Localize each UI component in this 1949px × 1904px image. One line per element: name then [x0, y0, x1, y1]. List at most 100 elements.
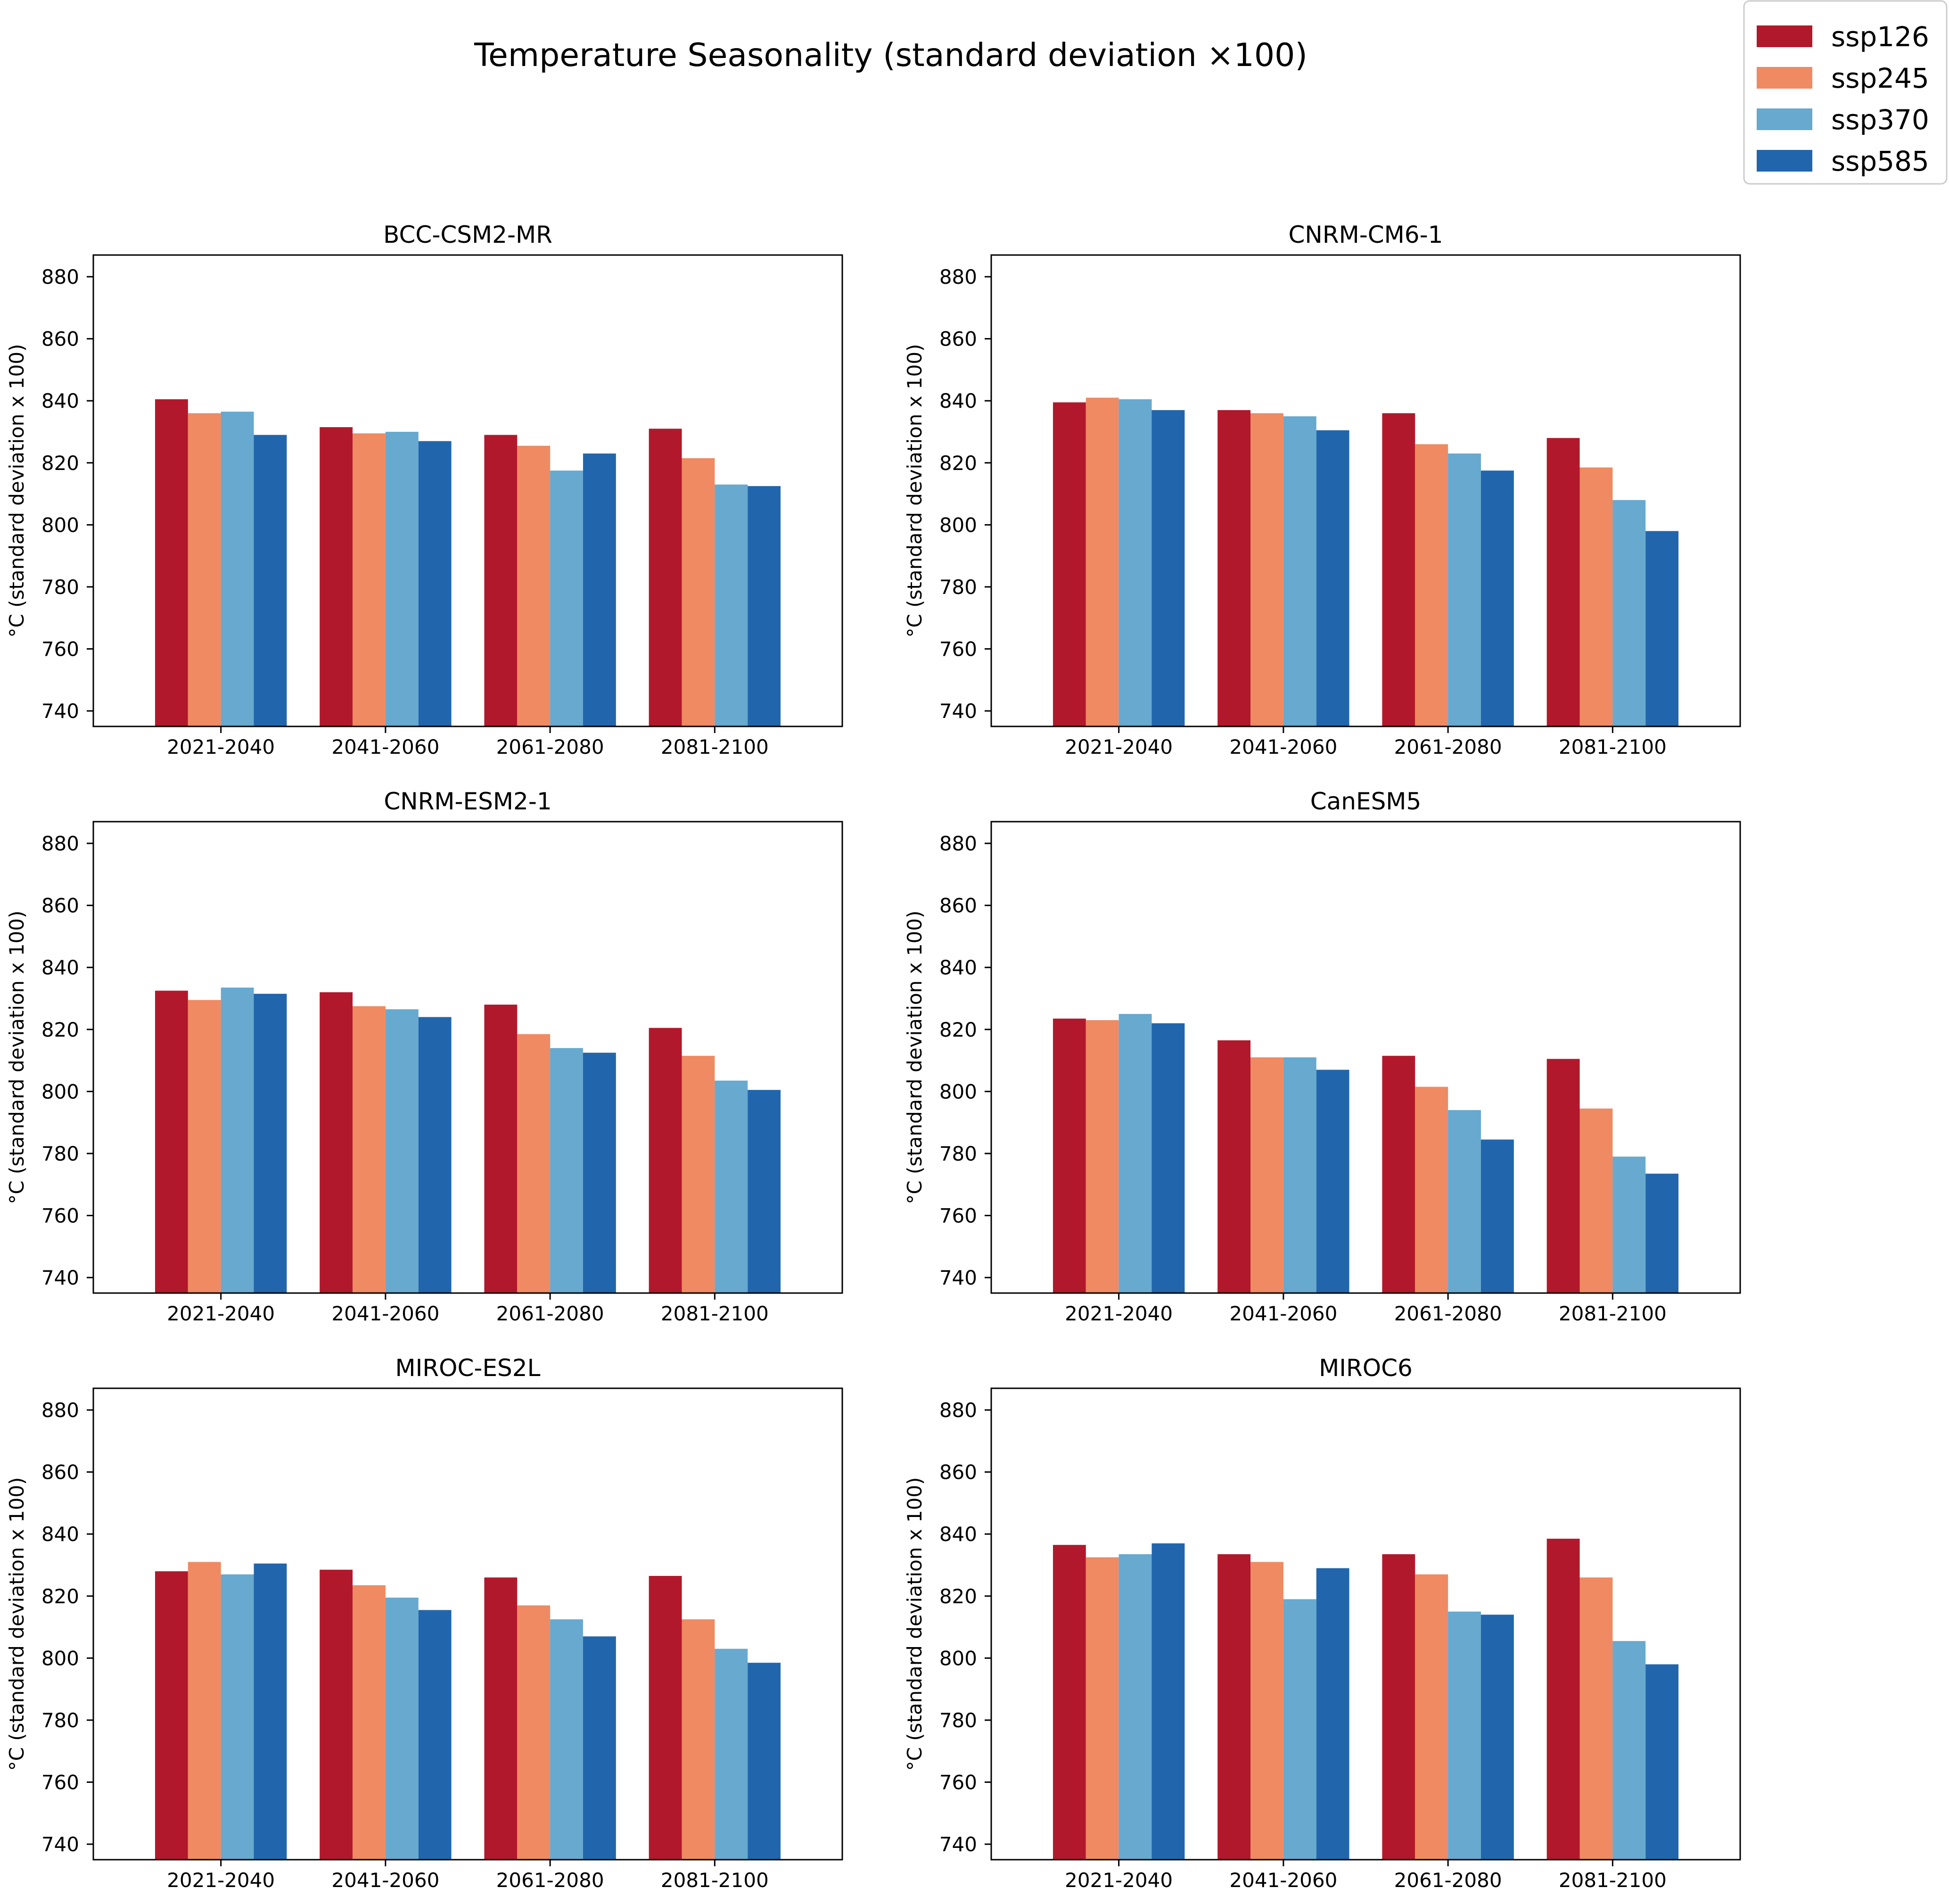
- bar-ssp126-2061-2080: [484, 1577, 518, 1860]
- bar-ssp585-2061-2080: [1480, 1139, 1514, 1293]
- y-tick-label: 860: [41, 1461, 79, 1484]
- bar-ssp245-2021-2040: [188, 1000, 221, 1293]
- bar-ssp245-2041-2060: [353, 433, 386, 726]
- bar-ssp245-2021-2040: [1086, 397, 1119, 726]
- axes-frame: [990, 1387, 1741, 1861]
- bar-ssp245-2081-2100: [682, 1055, 715, 1293]
- bar-ssp370-2061-2080: [550, 470, 583, 726]
- bar-ssp126-2061-2080: [1382, 413, 1415, 726]
- bar-ssp126-2021-2040: [1053, 1545, 1086, 1860]
- bar-ssp126-2061-2080: [1382, 1554, 1415, 1860]
- x-tick-label: 2081-2100: [1559, 1302, 1667, 1325]
- legend-label-ssp245: ssp245: [1831, 62, 1929, 94]
- bar-ssp126-2021-2040: [155, 399, 188, 726]
- bar-ssp245-2061-2080: [1415, 1574, 1448, 1860]
- y-tick-label: 780: [939, 1709, 977, 1732]
- bar-ssp585-2061-2080: [583, 1636, 616, 1860]
- x-tick-label: 2081-2100: [661, 1869, 769, 1892]
- subplot-title: CNRM-CM6-1: [1289, 221, 1443, 248]
- bar-ssp126-2061-2080: [484, 435, 518, 726]
- bar-ssp585-2041-2060: [418, 441, 452, 726]
- y-tick-label: 880: [41, 265, 79, 288]
- y-tick-label: 760: [939, 638, 977, 661]
- y-tick-label: 820: [41, 1018, 79, 1041]
- bar-ssp245-2081-2100: [1579, 1108, 1613, 1293]
- x-tick-label: 2021-2040: [1065, 1869, 1173, 1892]
- bar-ssp370-2021-2040: [221, 1574, 254, 1860]
- y-tick-label: 840: [41, 956, 79, 979]
- subplot-cnrm-cm6-1: 740 760 780 800 820 840 860 880 2021-2040 2041-20…: [903, 221, 1741, 758]
- legend-swatch-ssp245: [1757, 67, 1812, 89]
- bar-ssp126-2021-2040: [1053, 1018, 1086, 1293]
- x-tick-label: 2021-2040: [1065, 1302, 1173, 1325]
- x-tick-label: 2061-2080: [496, 1869, 604, 1892]
- bar-ssp585-2021-2040: [1151, 1543, 1185, 1860]
- y-tick-label: 760: [41, 638, 79, 661]
- bar-ssp585-2021-2040: [254, 994, 287, 1293]
- y-tick-label: 780: [939, 576, 977, 599]
- subplots: 740 760 780 800 820 840 860 880 2021-2040 2041-20…: [5, 221, 1741, 1892]
- bar-ssp245-2061-2080: [1415, 1087, 1448, 1293]
- bar-ssp126-2041-2060: [1217, 1554, 1251, 1860]
- x-tick-label: 2061-2080: [1394, 735, 1502, 758]
- bar-ssp245-2061-2080: [1415, 444, 1448, 726]
- axes-frame: [92, 821, 843, 1294]
- subplot-miroc-es2l: 740 760 780 800 820 840 860 880 2021-2040 2041-20…: [5, 1354, 843, 1892]
- bar-ssp370-2041-2060: [1283, 1599, 1316, 1860]
- x-tick-label: 2041-2060: [331, 1302, 439, 1325]
- subplot-canesm5: 740 760 780 800 820 840 860 880 2021-2040 2041-20…: [903, 788, 1741, 1325]
- bar-ssp370-2041-2060: [1283, 416, 1316, 726]
- bar-ssp245-2081-2100: [682, 458, 715, 726]
- bar-ssp126-2041-2060: [320, 992, 353, 1293]
- y-tick-label: 840: [41, 1523, 79, 1546]
- bar-ssp370-2081-2100: [715, 484, 748, 726]
- y-tick-label: 800: [41, 1080, 79, 1103]
- x-tick-label: 2041-2060: [1229, 1302, 1337, 1325]
- bar-ssp370-2081-2100: [1612, 1641, 1646, 1860]
- bar-ssp126-2041-2060: [1217, 410, 1251, 726]
- bar-ssp370-2021-2040: [221, 412, 254, 726]
- y-tick-label: 780: [41, 1142, 79, 1165]
- y-tick-label: 740: [41, 1266, 79, 1289]
- bar-ssp126-2081-2100: [1546, 1539, 1580, 1860]
- y-tick-label: 880: [41, 1399, 79, 1422]
- legend: ssp126 ssp245 ssp370 ssp585: [1743, 0, 1948, 185]
- bar-ssp370-2041-2060: [385, 1009, 419, 1293]
- bar-ssp245-2061-2080: [517, 1605, 551, 1860]
- bar-ssp126-2081-2100: [649, 1576, 682, 1860]
- bar-ssp585-2021-2040: [1151, 1023, 1185, 1293]
- subplot-title: MIROC-ES2L: [395, 1354, 541, 1382]
- subplot-title: MIROC6: [1319, 1354, 1413, 1382]
- bar-ssp126-2021-2040: [155, 990, 188, 1293]
- bar-ssp585-2061-2080: [583, 1053, 616, 1293]
- bar-ssp370-2061-2080: [1448, 453, 1481, 726]
- y-tick-label: 860: [939, 1461, 977, 1484]
- subplot-title: CNRM-ESM2-1: [384, 788, 551, 815]
- bar-ssp370-2061-2080: [550, 1048, 583, 1293]
- bar-ssp370-2081-2100: [1612, 500, 1646, 726]
- y-tick-label: 880: [939, 1399, 977, 1422]
- y-tick-label: 840: [41, 389, 79, 412]
- bar-ssp245-2041-2060: [353, 1585, 386, 1860]
- y-axis-label: °C (standard deviation x 100): [5, 344, 28, 637]
- bar-ssp126-2081-2100: [1546, 438, 1580, 726]
- subplot-title: CanESM5: [1310, 788, 1422, 815]
- x-tick-label: 2021-2040: [167, 735, 275, 758]
- y-tick-label: 760: [939, 1204, 977, 1228]
- x-tick-label: 2081-2100: [661, 1302, 769, 1325]
- bar-ssp370-2061-2080: [1448, 1611, 1481, 1860]
- y-tick-label: 860: [41, 328, 79, 351]
- bar-ssp370-2021-2040: [1118, 1554, 1152, 1860]
- bar-ssp370-2041-2060: [385, 1598, 419, 1860]
- y-tick-label: 820: [939, 1018, 977, 1041]
- bar-ssp370-2061-2080: [550, 1619, 583, 1860]
- bar-ssp585-2081-2100: [748, 1090, 781, 1293]
- legend-swatch-ssp126: [1757, 25, 1812, 47]
- bar-ssp370-2021-2040: [221, 987, 254, 1293]
- y-tick-label: 800: [939, 1647, 977, 1670]
- bar-ssp585-2021-2040: [254, 435, 287, 726]
- bar-ssp585-2081-2100: [1645, 1664, 1679, 1860]
- y-tick-label: 780: [41, 576, 79, 599]
- y-tick-label: 760: [41, 1771, 79, 1794]
- y-tick-label: 760: [41, 1204, 79, 1228]
